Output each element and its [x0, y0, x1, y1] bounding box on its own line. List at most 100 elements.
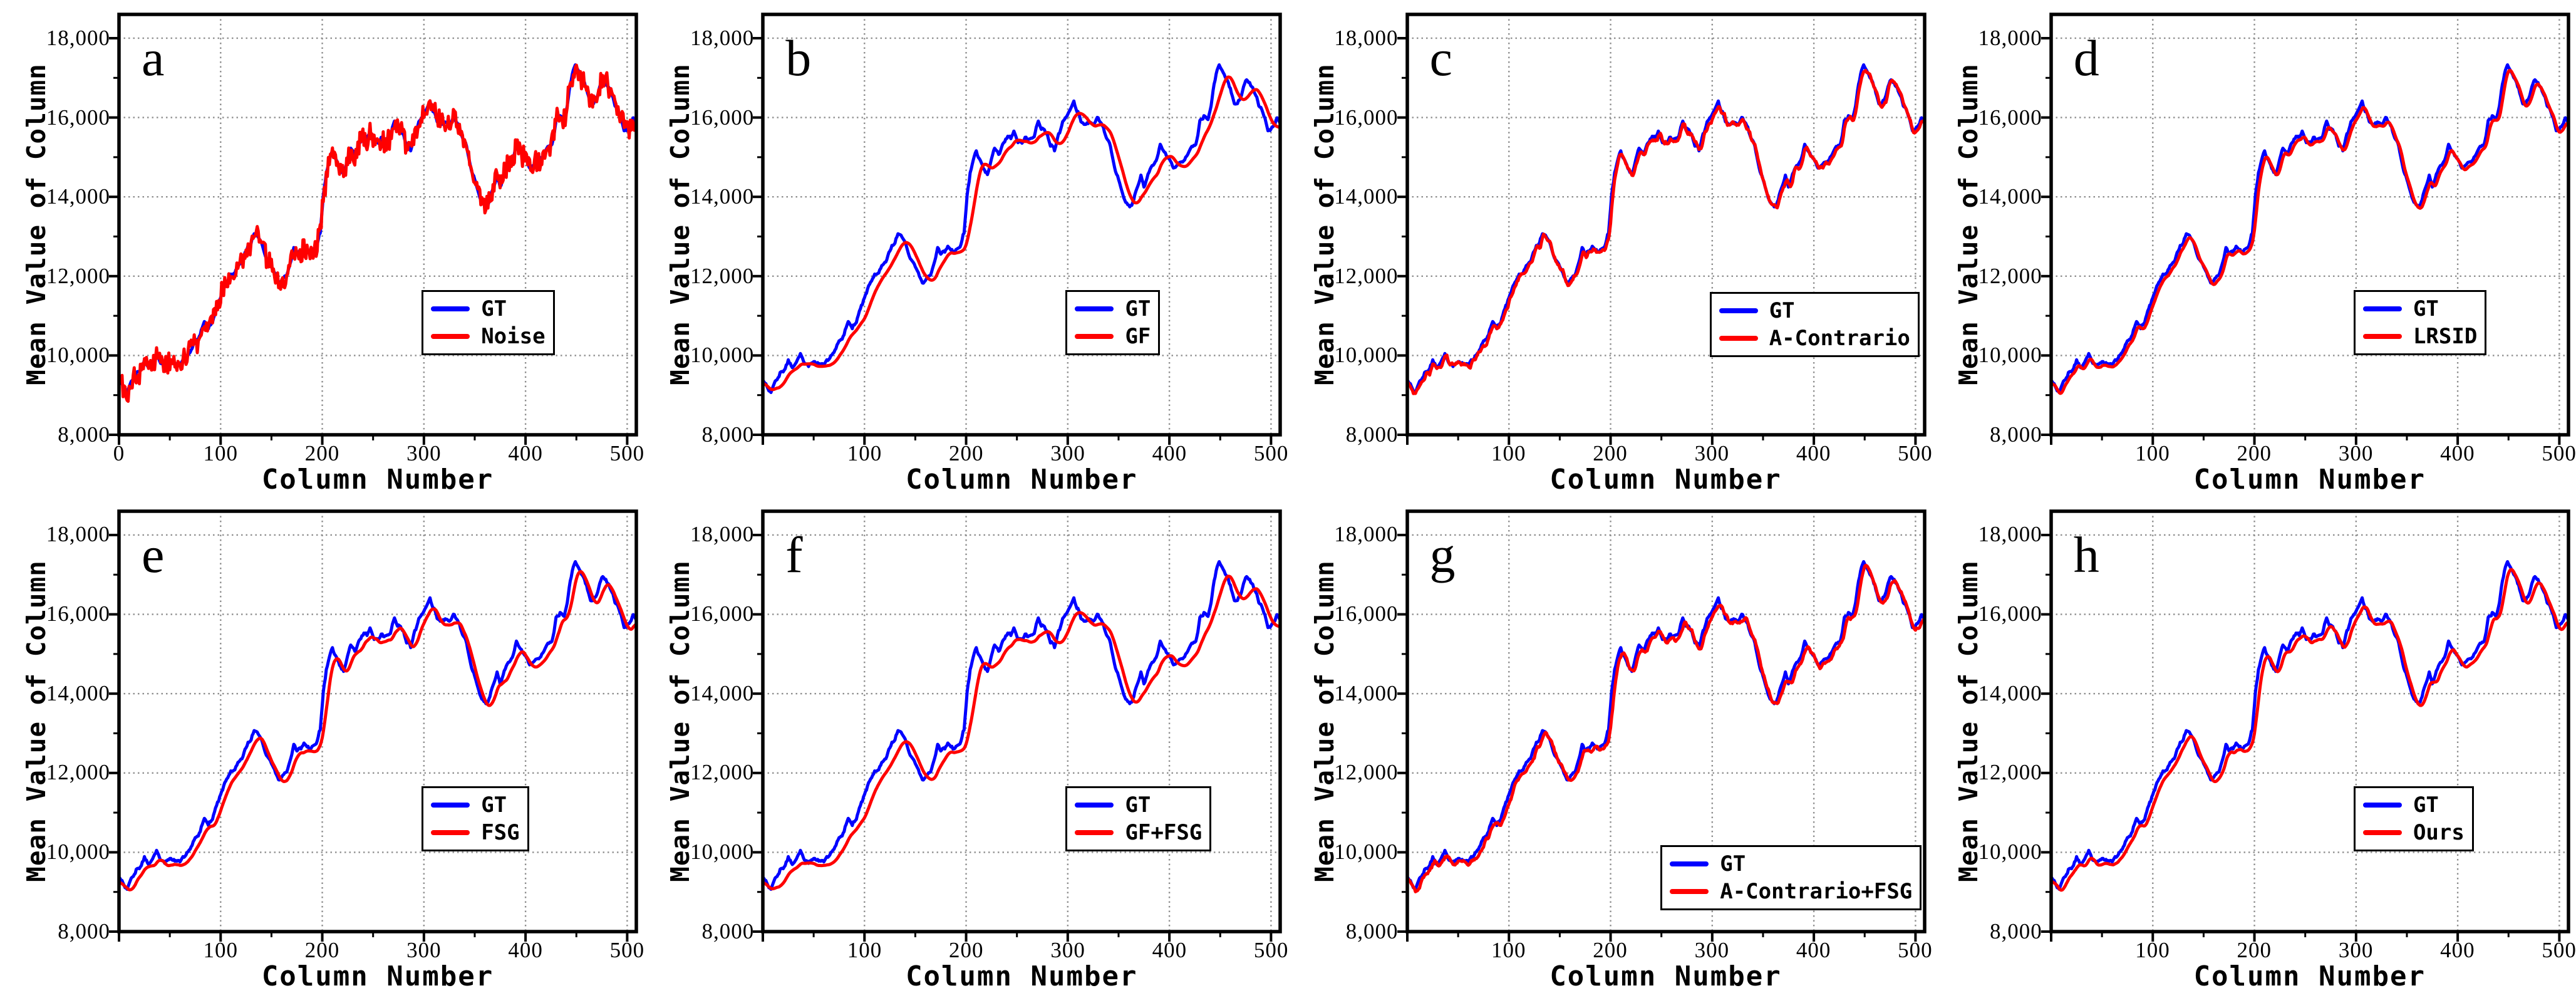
gt-line-sample-icon — [1719, 308, 1758, 313]
y-tick-label: 14,000 — [1978, 184, 2042, 209]
legend-row: GT — [1670, 851, 1912, 877]
x-tick-label: 300 — [406, 441, 442, 465]
gt-line-sample-icon — [2362, 803, 2402, 808]
legend-row: GT — [2362, 296, 2477, 322]
plot-area — [1397, 509, 1927, 942]
y-tick-label: 16,000 — [46, 105, 110, 130]
legend-label-gt: GT — [1720, 851, 1746, 876]
subplot-f: f Mean Value of Column Column Number 8,0… — [644, 497, 1288, 993]
legend-label-method: LRSID — [2413, 323, 2478, 349]
plot-area — [109, 509, 638, 942]
gridlines — [763, 14, 1281, 435]
method-line-sample-icon — [1670, 888, 1709, 894]
y-tick-label: 12,000 — [1334, 263, 1399, 288]
gt-curve — [119, 559, 636, 891]
x-tick-label: 200 — [1593, 441, 1628, 465]
legend-row: Noise — [431, 323, 546, 350]
legend-label-gt: GT — [1125, 296, 1151, 321]
axis-ticks — [2041, 36, 2561, 445]
legend-label-gt: GT — [2413, 793, 2439, 818]
plot-frame — [117, 13, 638, 437]
x-axis-title: Column Number — [261, 464, 494, 496]
plot-frame — [761, 13, 1282, 437]
panel-letter: b — [785, 29, 812, 86]
legend-row: A-Contrario — [1719, 325, 1910, 351]
gridlines — [119, 511, 636, 932]
plot-frame — [2049, 13, 2570, 437]
legend-row: GF+FSG — [1075, 819, 1202, 846]
y-tick-label: 14,000 — [690, 184, 755, 209]
panel-letter: e — [142, 526, 165, 583]
x-tick-label: 400 — [1796, 937, 1831, 962]
gt-line-sample-icon — [2362, 306, 2402, 311]
x-tick-label: 300 — [1050, 441, 1085, 465]
plot-frame — [2049, 509, 2570, 933]
y-tick-label: 8,000 — [58, 422, 110, 447]
x-tick-label: 400 — [1796, 441, 1831, 465]
legend-row: GT — [1075, 792, 1202, 818]
x-tick-label: 200 — [2237, 441, 2272, 465]
y-tick-label: 10,000 — [46, 839, 110, 864]
gt-curve — [2051, 559, 2568, 891]
y-tick-label: 16,000 — [1334, 601, 1399, 626]
method-line-sample-icon — [2362, 830, 2402, 835]
plot-area — [2041, 509, 2570, 942]
y-tick-label: 8,000 — [1990, 918, 2042, 944]
plot-frame — [117, 509, 638, 933]
subplot-b: b Mean Value of Column Column Number 8,0… — [644, 0, 1288, 496]
x-tick-label: 500 — [1253, 441, 1289, 465]
legend-row: Ours — [2362, 819, 2465, 846]
y-tick-label: 14,000 — [1334, 680, 1399, 705]
x-tick-label: 100 — [2135, 937, 2170, 962]
x-tick-label: 500 — [2542, 441, 2576, 465]
x-axis-title: Column Number — [906, 464, 1138, 496]
subplot-d: d Mean Value of Column Column Number 8,0… — [1932, 0, 2576, 496]
x-tick-label: 100 — [1491, 441, 1526, 465]
method-curve — [119, 63, 636, 403]
gt-line-sample-icon — [1075, 803, 1114, 808]
plot-frame — [761, 509, 1282, 933]
gt-line-sample-icon — [1075, 306, 1114, 311]
y-tick-label: 12,000 — [46, 760, 110, 785]
axis-ticks — [2041, 533, 2561, 942]
x-tick-label: 100 — [203, 937, 239, 962]
method-line-sample-icon — [1075, 830, 1114, 835]
y-tick-label: 8,000 — [701, 422, 755, 447]
x-tick-label: 200 — [1593, 937, 1628, 962]
x-tick-label: 500 — [1898, 937, 1933, 962]
panel-letter: h — [2073, 526, 2099, 583]
axis-ticks — [1397, 36, 1916, 445]
legend-label-method: A-Contrario — [1769, 325, 1910, 351]
subplot-h: h Mean Value of Column Column Number 8,0… — [1932, 497, 2576, 993]
x-tick-label: 400 — [2440, 441, 2475, 465]
y-tick-label: 10,000 — [690, 839, 755, 864]
y-tick-label: 18,000 — [46, 522, 110, 547]
y-tick-label: 16,000 — [690, 601, 755, 626]
legend-row: A-Contrario+FSG — [1670, 878, 1912, 905]
y-tick-label: 18,000 — [690, 25, 755, 50]
gridlines — [2051, 511, 2568, 932]
y-tick-label: 14,000 — [46, 680, 110, 705]
method-curve — [1407, 68, 1925, 395]
legend-label-gt: GT — [2413, 296, 2439, 321]
x-tick-label: 100 — [847, 441, 882, 465]
y-tick-label: 14,000 — [690, 680, 755, 705]
method-curve — [1407, 563, 1925, 893]
x-tick-label: 300 — [2338, 441, 2374, 465]
legend-row: FSG — [431, 819, 520, 846]
gridlines — [763, 511, 1281, 932]
y-tick-label: 12,000 — [1978, 263, 2042, 288]
y-tick-label: 14,000 — [1334, 184, 1399, 209]
method-curve — [763, 574, 1281, 890]
legend-box: GT Ours — [2353, 786, 2474, 851]
y-tick-label: 10,000 — [46, 343, 110, 368]
axis-ticks — [109, 533, 629, 942]
x-tick-label: 100 — [1491, 937, 1526, 962]
gt-line-sample-icon — [431, 306, 470, 311]
x-tick-label: 400 — [1152, 937, 1187, 962]
y-tick-label: 8,000 — [701, 918, 755, 944]
x-tick-label: 400 — [2440, 937, 2475, 962]
subplot-e: e Mean Value of Column Column Number 8,0… — [0, 497, 644, 993]
x-tick-label: 300 — [1050, 937, 1085, 962]
